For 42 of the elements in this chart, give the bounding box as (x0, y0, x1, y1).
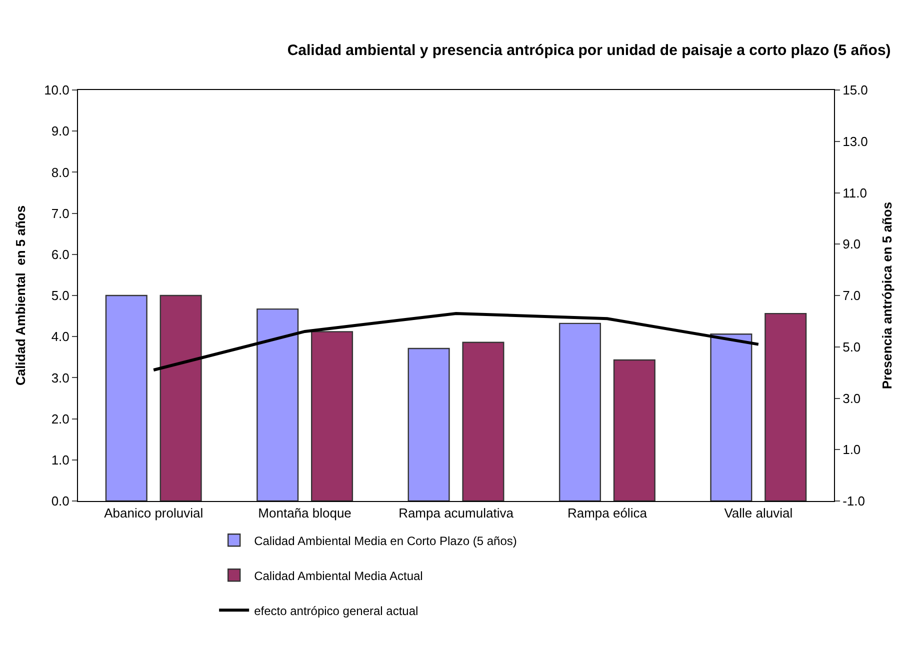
y-tick-label: 5.0 (51, 288, 70, 304)
y2-tick-label: 9.0 (842, 236, 861, 252)
line-series (152, 312, 760, 372)
y-tick-label: 0.0 (51, 494, 70, 509)
x-tick-label: Rampa eólica (567, 506, 648, 521)
y-tick-label: 3.0 (51, 370, 70, 386)
bar (160, 294, 202, 501)
y2-tick-label: 1.0 (842, 442, 861, 458)
y2-tick-label: 5.0 (842, 339, 861, 354)
x-tick-label: Valle aluvial (724, 506, 793, 521)
y2-tick-label: 11.0 (842, 185, 867, 200)
y-tick-label: 4.0 (51, 329, 70, 344)
y-tick-label: 7.0 (51, 206, 70, 221)
bar (256, 308, 299, 501)
y-axis-title: Calidad Ambiental en 5 años (13, 205, 28, 386)
bar (613, 359, 656, 501)
bar (105, 294, 148, 501)
chart-title: Calidad ambiental y presencia antrópica por unidad de paisaje a corto plazo (5 años) (287, 42, 891, 60)
bar (462, 342, 504, 501)
bar (408, 348, 450, 501)
y-tick-label: 6.0 (51, 246, 70, 262)
y2-tick-label: 13.0 (842, 134, 868, 149)
legend-label: Calidad Ambiental Media Actual (254, 568, 423, 583)
y-tick-label: 10.0 (44, 82, 70, 98)
y-tick-label: 2.0 (51, 411, 70, 426)
y-tick-label: 1.0 (51, 452, 70, 468)
y2-tick-label: -1.0 (842, 494, 866, 509)
y2-tick-label: 3.0 (842, 390, 861, 406)
legend-label: efecto antrópico general actual (254, 604, 418, 618)
x-tick-label: Rampa acumulativa (398, 506, 514, 521)
y-tick-label: 8.0 (51, 164, 70, 180)
legend-label: Calidad Ambiental Media en Corto Plazo (5 años) (254, 534, 517, 548)
y2-tick-label: 7.0 (842, 288, 861, 304)
bar (311, 331, 354, 501)
y-tick-label: 9.0 (51, 124, 70, 139)
y2-tick-label: 15.0 (842, 82, 868, 98)
bar (710, 334, 752, 501)
bar (764, 312, 807, 501)
x-tick-label: Abanico proluvial (104, 506, 204, 521)
x-tick-label: Montaña bloque (258, 506, 352, 521)
bar (558, 322, 601, 501)
y2-axis-title: Presencia antrópica en 5 años (880, 202, 895, 390)
